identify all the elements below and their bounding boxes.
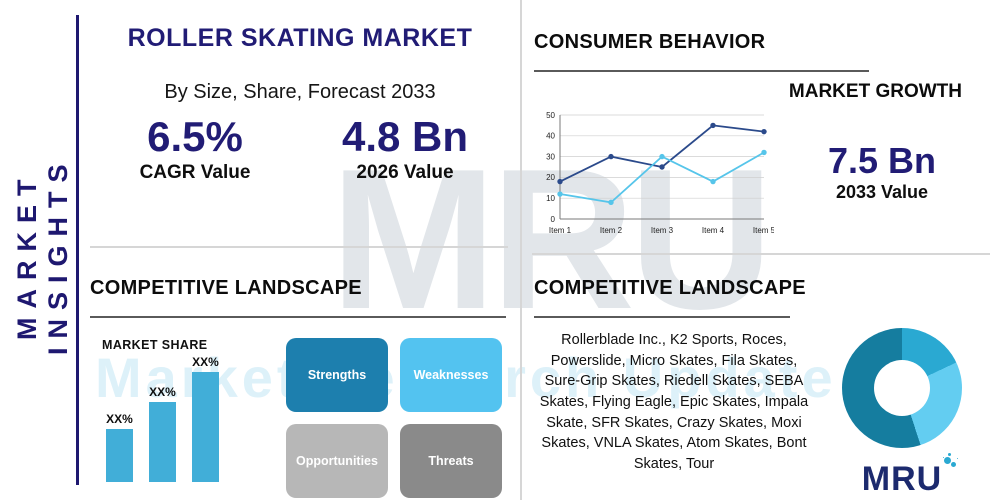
- stat-2033-value: 7.5 Bn: [827, 139, 937, 181]
- mru-logo: MRU: [862, 457, 952, 496]
- consumer-behavior-heading: CONSUMER BEHAVIOR: [534, 30, 766, 53]
- company-list: Rollerblade Inc., K2 Sports, Roces, Powe…: [539, 332, 809, 472]
- bar-value-label: XX%: [106, 412, 133, 427]
- svg-text:Item 1: Item 1: [549, 226, 572, 235]
- page-title: ROLLER SKATING MARKET: [127, 24, 473, 52]
- sidebar-rule: [76, 15, 79, 485]
- svg-text:40: 40: [546, 132, 555, 141]
- svg-text:30: 30: [546, 153, 555, 162]
- svg-text:Item 5: Item 5: [753, 226, 774, 235]
- competitive-landscape-heading-right: COMPETITIVE LANDSCAPE: [534, 276, 806, 299]
- logo-splash-icon: [944, 457, 952, 465]
- svg-text:0: 0: [551, 215, 556, 224]
- swot-grid: Strengths Weaknesses Opportunities Threa…: [286, 338, 502, 499]
- section-competitive-landscape-left: COMPETITIVE LANDSCAPE MARKET SHARE XX% XX…: [90, 260, 510, 499]
- svg-text:10: 10: [546, 194, 555, 203]
- svg-text:Item 2: Item 2: [600, 226, 623, 235]
- growth-chart-row: 0 10 20 30 40 50 Item 1 Item 2 Item 3 Item 4 Item …: [534, 107, 990, 237]
- svg-text:50: 50: [546, 111, 555, 120]
- swot-opportunities: Opportunities: [286, 424, 388, 499]
- market-share-donut-chart: [842, 328, 962, 449]
- swot-threats: Threats: [400, 424, 502, 499]
- landscape-content-row: MARKET SHARE XX% XX% XX% Strengths Weaknes…: [90, 328, 510, 499]
- heading-rule: [534, 70, 869, 73]
- competitive-landscape-heading-left: COMPETITIVE LANDSCAPE: [90, 276, 362, 299]
- page-subtitle: By Size, Share, Forecast 2033: [164, 81, 436, 103]
- stat-2033-label: 2033 Value: [835, 182, 929, 203]
- swot-strengths: Strengths: [286, 338, 388, 413]
- bar-value-label: XX%: [149, 385, 176, 400]
- market-growth-heading: MARKET GROWTH: [788, 81, 962, 103]
- vertical-divider: [520, 0, 522, 500]
- svg-text:20: 20: [546, 173, 555, 182]
- horizontal-divider-right: [532, 253, 990, 255]
- brand-logo: MRU Market Research Update: [838, 457, 966, 500]
- bar-value-label: XX%: [192, 355, 219, 370]
- horizontal-divider-left: [90, 246, 508, 248]
- stat-cagr: 6.5% CAGR Value: [90, 113, 300, 184]
- market-share-panel: MARKET SHARE XX% XX% XX%: [90, 328, 268, 483]
- watermark-logo: MRU: [330, 128, 773, 351]
- stat-2033: 7.5 Bn 2033 Value: [774, 141, 990, 204]
- companies-row: Rollerblade Inc., K2 Sports, Roces, Powe…: [534, 326, 990, 500]
- swot-weaknesses: Weaknesses: [400, 338, 502, 413]
- sidebar-vertical-title: MARKET INSIGHTS: [12, 155, 73, 355]
- stat-cagr-label: CAGR Value: [139, 162, 251, 184]
- market-share-bar: XX%: [192, 355, 219, 483]
- section-consumer-behavior: CONSUMER BEHAVIOR MARKET GROWTH 0 10 20 30 4…: [534, 14, 990, 250]
- heading-rule: [534, 316, 790, 319]
- section-competitive-landscape-right: COMPETITIVE LANDSCAPE Rollerblade Inc., …: [534, 260, 990, 500]
- heading-rule: [90, 316, 506, 319]
- market-share-title: MARKET SHARE: [102, 338, 208, 353]
- svg-text:Item 4: Item 4: [702, 226, 725, 235]
- donut-column: MRU Market Research Update: [814, 328, 990, 500]
- stat-2026-label: 2026 Value: [356, 162, 454, 184]
- key-stats: 6.5% CAGR Value 4.8 Bn 2026 Value: [90, 113, 510, 184]
- svg-text:Item 3: Item 3: [651, 226, 674, 235]
- stat-2026-value: 4.8 Bn: [341, 113, 469, 160]
- section-market-overview: ROLLER SKATING MARKET By Size, Share, Fo…: [90, 8, 510, 244]
- market-share-bar-chart: XX% XX% XX%: [90, 355, 268, 483]
- market-growth-line-chart: 0 10 20 30 40 50 Item 1 Item 2 Item 3 Item 4 Item …: [546, 111, 774, 235]
- market-share-bar: XX%: [106, 412, 133, 483]
- stat-cagr-value: 6.5%: [147, 113, 243, 160]
- stat-2026: 4.8 Bn 2026 Value: [300, 113, 510, 184]
- donut-hole: [874, 360, 930, 417]
- market-share-bar: XX%: [149, 385, 176, 483]
